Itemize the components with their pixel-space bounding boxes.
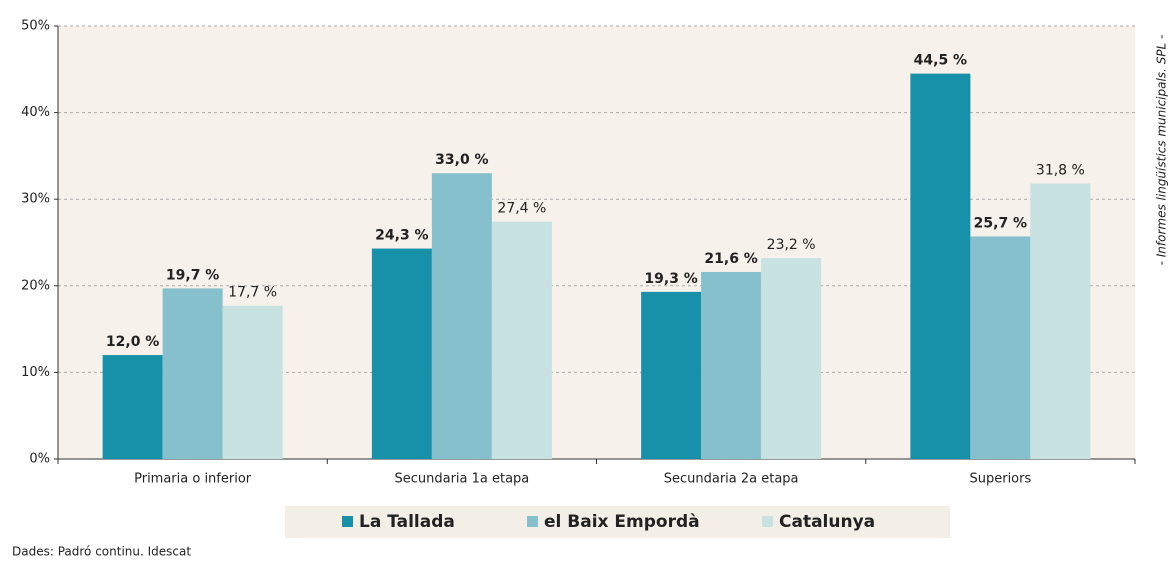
value-label: 12,0 % (106, 334, 159, 350)
value-label: 19,7 % (166, 267, 219, 283)
legend-swatch (342, 516, 353, 527)
value-label: 44,5 % (914, 53, 967, 69)
value-label: 21,6 % (704, 251, 757, 267)
y-tick-label: 30% (21, 192, 50, 207)
value-label: 19,3 % (644, 271, 697, 287)
value-label: 17,7 % (228, 285, 277, 301)
x-tick-label: Superiors (969, 472, 1031, 487)
legend-swatch (527, 516, 538, 527)
legend-label: La Tallada (359, 512, 455, 532)
y-tick-label: 40% (21, 105, 50, 120)
side-note: - Informes lingüístics municipals. SPL - (1155, 35, 1169, 266)
y-tick-label: 50% (21, 19, 50, 34)
legend-label: el Baix Empordà (544, 512, 700, 532)
y-tick-label: 10% (21, 365, 50, 380)
value-label: 25,7 % (974, 215, 1027, 231)
value-label: 31,8 % (1036, 163, 1085, 179)
bar (970, 236, 1031, 459)
bar (701, 271, 762, 459)
x-tick-label: Primaria o inferior (134, 472, 252, 487)
bar (162, 288, 223, 459)
bar (431, 173, 492, 459)
bar (1030, 183, 1091, 459)
legend-swatch (762, 516, 773, 527)
bar (910, 73, 971, 459)
y-tick-label: 20% (21, 278, 50, 293)
bar (761, 258, 822, 459)
y-tick-label: 0% (29, 452, 50, 467)
x-tick-label: Secundaria 1a etapa (394, 472, 529, 487)
value-label: 24,3 % (375, 228, 428, 244)
value-label: 27,4 % (497, 201, 546, 217)
legend-label: Catalunya (779, 512, 875, 532)
value-label: 23,2 % (767, 237, 816, 253)
x-tick-label: Secundaria 2a etapa (664, 472, 799, 487)
bar (641, 291, 702, 459)
value-label: 33,0 % (435, 152, 488, 168)
legend-box (285, 506, 950, 538)
bar (222, 305, 283, 459)
source: Dades: Padró continu. Idescat (12, 545, 191, 559)
bar (371, 248, 432, 459)
bar (491, 221, 552, 459)
bar (102, 355, 163, 459)
